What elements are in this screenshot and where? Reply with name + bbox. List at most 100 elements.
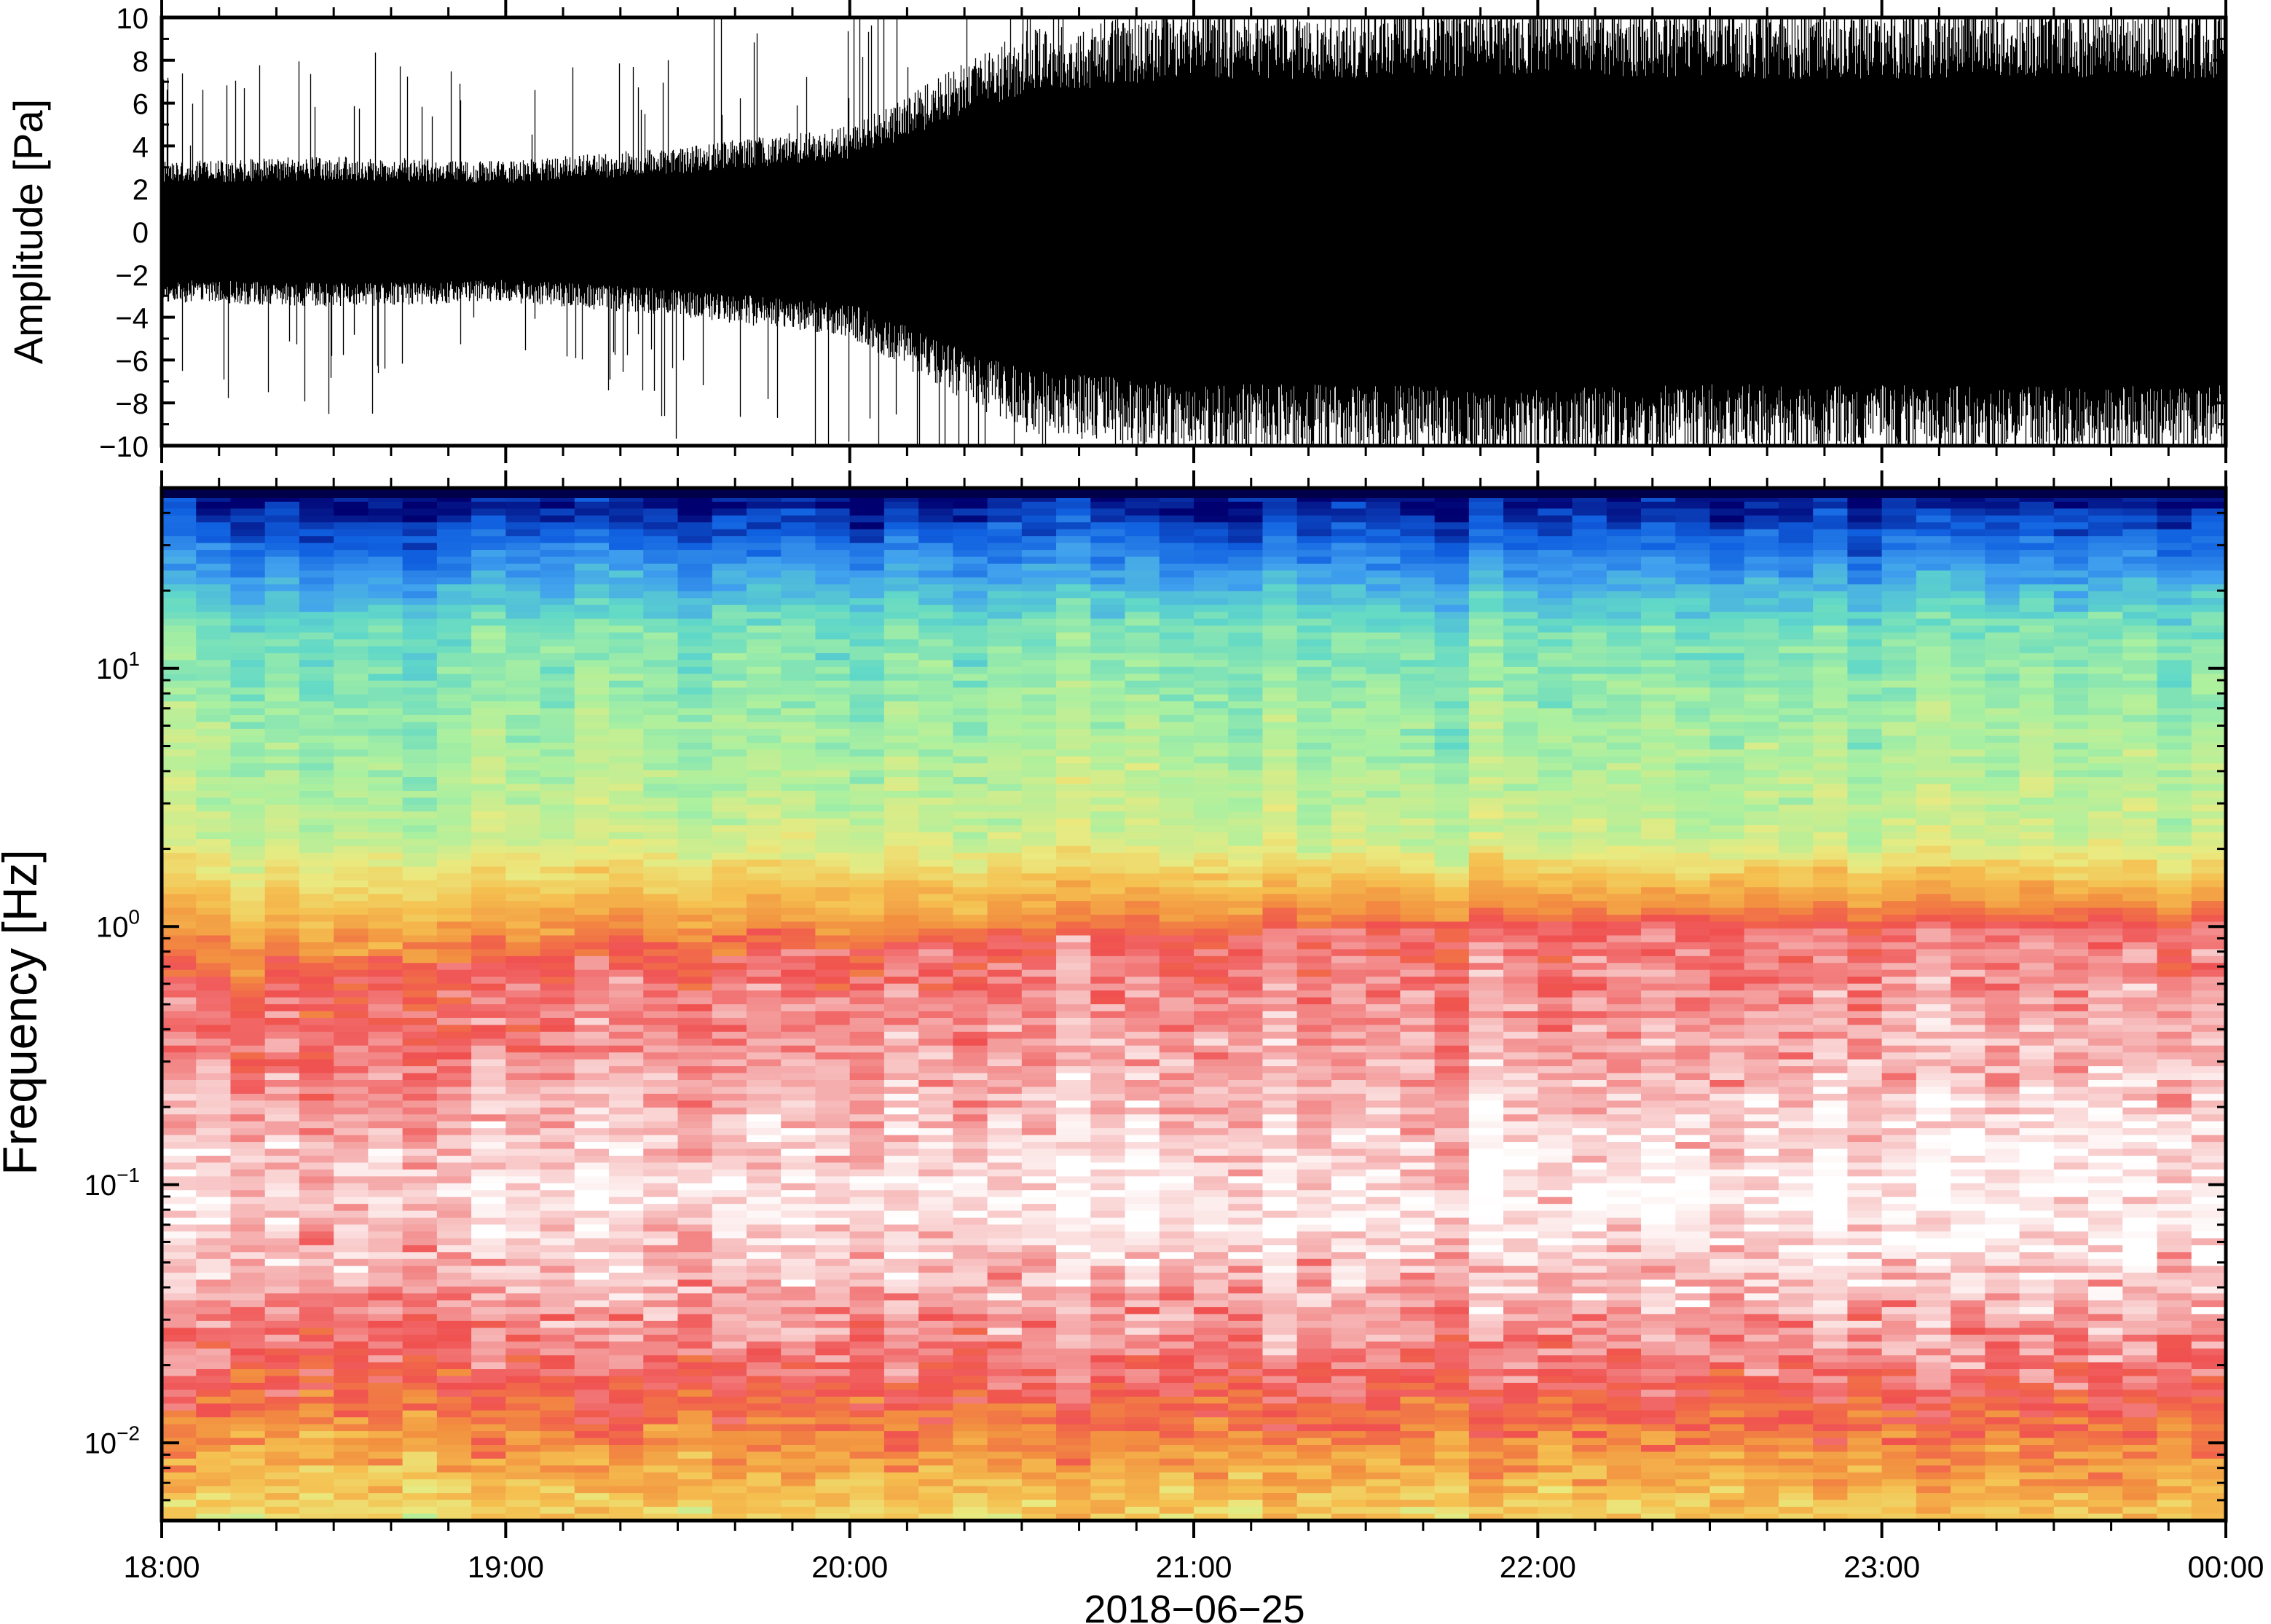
spectrogram-cell <box>1228 963 1264 971</box>
spectrogram-cell <box>540 522 575 530</box>
spectrogram-cell <box>918 1162 954 1170</box>
spectrogram-cell <box>436 811 472 819</box>
spectrogram-cell <box>609 983 645 991</box>
spectrogram-cell <box>1228 1334 1264 1343</box>
spectrogram-cell <box>196 1362 232 1370</box>
spectrogram-cell <box>1021 1052 1057 1060</box>
spectrogram-cell <box>1090 501 1126 510</box>
spectrogram-cell <box>162 1280 197 1288</box>
spectrogram-cell <box>505 1286 541 1294</box>
spectrogram-cell <box>1021 763 1057 771</box>
spectrogram-cell <box>781 859 816 867</box>
spectrogram-cell <box>1262 653 1298 661</box>
spectrogram-cell <box>746 536 782 544</box>
spectrogram-cell <box>1194 529 1229 537</box>
spectrogram-cell <box>1228 832 1264 840</box>
spectrogram-cell <box>162 901 197 909</box>
spectrogram-cell <box>299 1218 334 1226</box>
spectrogram-cell <box>162 942 197 950</box>
spectrogram-cell <box>436 550 472 558</box>
spectrogram-cell <box>849 522 885 530</box>
spectrogram-cell <box>574 1334 610 1343</box>
spectrogram-cell <box>436 694 472 702</box>
spectrogram-cell <box>1159 845 1194 854</box>
spectrogram-cell <box>540 1314 575 1322</box>
spectrogram-cell <box>677 701 713 709</box>
spectrogram-cell <box>677 811 713 819</box>
spectrogram-cell <box>1125 1431 1160 1439</box>
spectrogram-cell <box>1228 1121 1264 1129</box>
spectrogram-cell <box>1021 1280 1057 1288</box>
spectrogram-cell <box>677 880 713 888</box>
spectrogram-cell <box>953 1162 988 1170</box>
spectrogram-cell <box>471 942 507 950</box>
spectrogram-cell <box>1056 604 1092 612</box>
spectrogram-cell <box>1090 1376 1126 1384</box>
spectrogram-cell <box>574 1431 610 1439</box>
spectrogram-cell <box>849 1438 885 1446</box>
spectrogram-cell <box>677 604 713 612</box>
spectrogram-cell <box>1194 1479 1229 1487</box>
spectrogram-cell <box>781 591 816 599</box>
spectrogram-cell <box>1228 550 1264 558</box>
spectrogram-cell <box>540 901 575 909</box>
spectrogram-cell <box>1159 626 1194 634</box>
spectrogram-cell <box>334 873 369 881</box>
spectrogram-cell <box>987 804 1023 813</box>
spectrogram-cell <box>1194 714 1229 723</box>
spectrogram-cell <box>471 997 507 1005</box>
spectrogram-cell <box>1090 1025 1126 1033</box>
spectrogram-cell <box>815 1513 851 1521</box>
spectrogram-cell <box>162 845 197 854</box>
spectrogram-cell <box>953 1079 988 1088</box>
spectrogram-cell <box>574 1155 610 1164</box>
spectrogram-cell <box>1090 1396 1126 1405</box>
spectrogram-cell <box>953 1499 988 1507</box>
spectrogram-cell <box>1159 983 1194 991</box>
spectrogram-cell <box>334 1038 369 1046</box>
spectrogram-cell <box>746 990 782 998</box>
spectrogram-cell <box>781 1362 816 1370</box>
spectrogram-cell <box>918 1410 954 1418</box>
spectrogram-cell <box>334 887 369 895</box>
spectrogram-cell <box>746 1445 782 1453</box>
spectrogram-cell <box>643 804 679 813</box>
spectrogram-cell <box>712 1369 747 1377</box>
spectrogram-cell <box>1159 1348 1194 1356</box>
spectrogram-cell <box>368 632 404 640</box>
spectrogram-cell <box>883 1348 919 1356</box>
spectrogram-cell <box>264 1183 300 1191</box>
spectrogram-cell <box>677 1093 713 1102</box>
spectrogram-cell <box>471 1348 507 1356</box>
spectrogram-cell <box>1194 1272 1229 1280</box>
spectrogram-cell <box>505 797 541 805</box>
spectrogram-cell <box>368 763 404 771</box>
spectrogram-cell <box>574 1417 610 1425</box>
spectrogram-cell <box>918 949 954 957</box>
spectrogram-cell <box>883 777 919 785</box>
spectrogram-cell <box>1228 997 1264 1005</box>
spectrogram-cell <box>368 990 404 998</box>
spectrogram-cell <box>368 804 404 813</box>
spectrogram-cell <box>230 494 266 502</box>
spectrogram-cell <box>883 763 919 771</box>
spectrogram-cell <box>1228 674 1264 682</box>
spectrogram-cell <box>677 494 713 502</box>
spectrogram-cell <box>1125 915 1160 923</box>
spectrogram-cell <box>1159 969 1194 977</box>
spectrogram-cell <box>1125 839 1160 847</box>
spectrogram-cell <box>230 997 266 1005</box>
spectrogram-cell <box>334 1183 369 1191</box>
spectrogram-cell <box>953 680 988 688</box>
spectrogram-cell <box>368 501 404 510</box>
spectrogram-cell <box>781 1224 816 1232</box>
spectrogram-cell <box>1021 1162 1057 1170</box>
spectrogram-cell <box>1090 1417 1126 1425</box>
spectrogram-cell <box>1056 955 1092 964</box>
spectrogram-cell <box>1194 1431 1229 1439</box>
spectrogram-cell <box>402 963 438 971</box>
spectrogram-cell <box>299 887 334 895</box>
spectrogram-cell <box>1194 797 1229 805</box>
spectrogram-cell <box>815 1286 851 1294</box>
